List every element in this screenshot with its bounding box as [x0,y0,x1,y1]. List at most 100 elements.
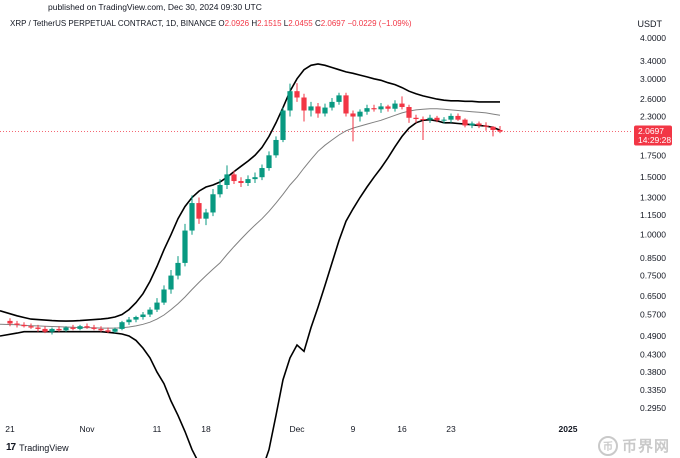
price-tick-label: 3.4000 [640,56,666,66]
candle-body [98,328,104,331]
candle [245,175,251,186]
candle-body [91,327,97,329]
bollinger-lower-band [0,118,501,458]
candle [196,197,202,224]
candle [413,114,419,123]
candle [371,104,377,112]
candle [7,318,13,327]
candle-body [448,115,454,120]
candle-body [28,326,34,328]
candle [126,317,132,325]
candle-body [112,328,118,332]
watermark: 币 币界网 [597,435,670,456]
tradingview-logo[interactable]: 17 TradingView [6,442,69,453]
time-axis[interactable]: 21 Nov 11 18 Dec 9 16 23 2025 [5,424,577,434]
candle-body [210,194,216,213]
price-tick-label: 2.6000 [640,94,666,104]
candle-body [259,168,265,178]
candle [210,189,216,217]
published-note: published on TradingView.com, Dec 30, 20… [48,2,262,12]
price-tick-label: 0.3800 [640,367,666,377]
candle [203,208,209,226]
bollinger-upper-band [0,63,500,322]
candle [434,115,440,123]
candlesticks [7,83,503,335]
candle [343,92,349,117]
time-tick-label: 2025 [559,424,578,434]
time-tick-label: 21 [5,424,15,434]
candle [252,172,258,183]
candle [259,164,265,181]
price-tick-label: 0.3350 [640,385,666,395]
candle-body [343,95,349,114]
candle [455,113,461,121]
time-tick-label: 23 [446,424,456,434]
price-tick-label: 4.0000 [640,33,666,43]
candle [287,83,293,117]
candle-body [231,174,237,182]
candle-body [413,117,419,120]
candle-body [455,115,461,120]
candle [294,83,300,102]
candle [189,195,195,235]
candle [266,151,272,171]
candle [84,323,90,329]
candle [28,323,34,329]
candle-body [280,110,286,140]
candle [63,326,69,332]
candle [154,298,160,313]
price-axis[interactable]: 4.0000 3.4000 3.0000 2.6000 2.3000 1.7500 1.50… [640,33,666,413]
candle-body [224,174,230,185]
candle-body [406,106,412,118]
candle [336,92,342,105]
candle [224,165,230,190]
coin-logo-icon: 币 [597,435,618,456]
candle [133,315,139,323]
candle-body [84,326,90,328]
price-tick-label: 0.6500 [640,291,666,301]
candle [497,126,503,134]
candle [392,100,398,112]
candle-body [434,117,440,121]
candle-body [70,327,76,329]
price-tick-label: 1.1500 [640,210,666,220]
candle-body [420,119,426,121]
candle [14,320,20,328]
candle [49,327,55,335]
candle-body [245,179,251,183]
candle [147,307,153,318]
candle-body [168,275,174,290]
candle-body [490,126,496,130]
candle-body [42,328,48,332]
candle-body [315,106,321,114]
candle-body [252,177,258,180]
candle-body [35,327,41,329]
bollinger-bands [0,63,501,458]
price-tick-label: 1.5000 [640,172,666,182]
high-value: 2.1515 [257,19,282,28]
candle-body [7,320,13,324]
candle-body [147,309,153,315]
candle-body [483,125,489,127]
price-tick-label: 0.5700 [640,310,666,320]
price-tick-label: 0.4900 [640,331,666,341]
candle-body [322,107,328,114]
close-label: C [314,19,321,28]
time-tick-label: 18 [201,424,211,434]
candle [322,103,328,117]
candle-body [399,103,405,107]
candle-body [182,230,188,263]
candle [427,114,433,123]
candle [469,121,475,129]
candle [350,110,356,142]
candle-body [378,106,384,110]
candle-body [427,117,433,120]
candle-body [105,330,111,332]
low-value: 2.0455 [288,19,313,28]
price-tick-label: 1.3000 [640,193,666,203]
candle-body [14,323,20,325]
candle [420,116,426,140]
candle-body [329,101,335,108]
candle [42,326,48,334]
